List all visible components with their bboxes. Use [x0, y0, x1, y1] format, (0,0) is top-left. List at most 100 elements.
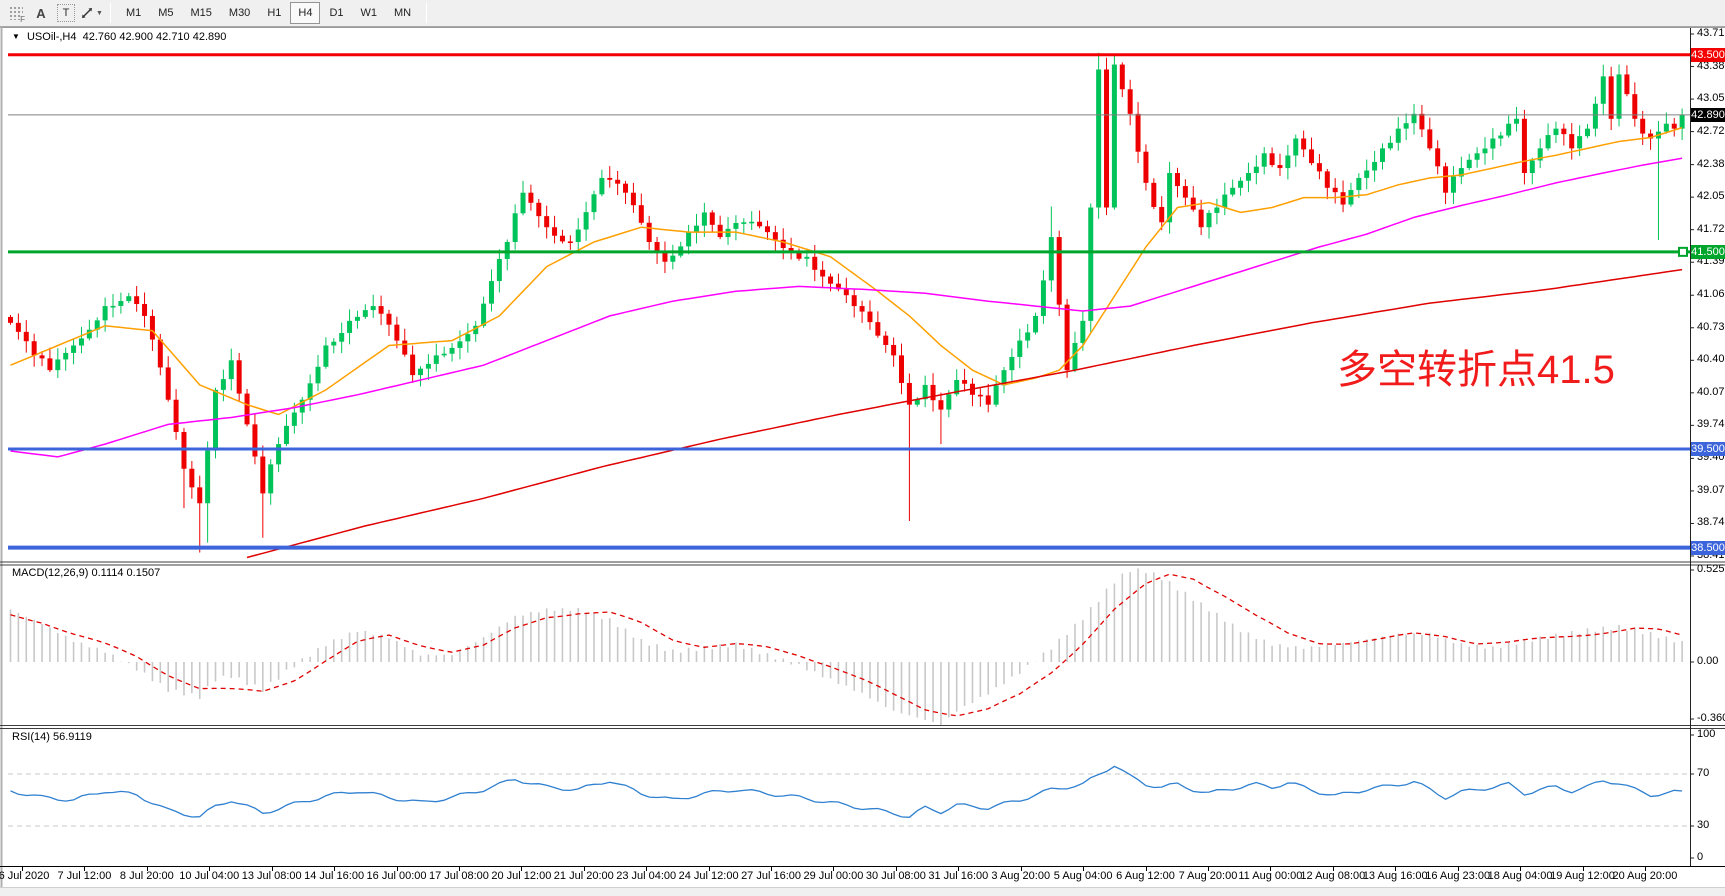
annotation-text: 多空转折点41.5: [1337, 348, 1615, 392]
axis-tick-label: 38.745: [1697, 516, 1725, 529]
candle-body: [1427, 129, 1433, 149]
candle-body: [315, 366, 321, 384]
candle-body: [1104, 69, 1110, 208]
candle-body: [1285, 155, 1291, 169]
candle-body: [1624, 74, 1630, 95]
time-axis-label: 6 Jul 2020: [0, 870, 50, 882]
candle-body: [339, 332, 345, 342]
candle-body: [1040, 280, 1046, 316]
time-axis-label: 27 Jul 16:00: [741, 870, 801, 882]
candle-body: [1088, 207, 1094, 321]
candle-body: [1261, 153, 1267, 167]
candle-body: [709, 212, 715, 225]
candle-body: [567, 241, 573, 244]
timeframe-button-m30[interactable]: M30: [228, 7, 251, 19]
cursor-arrows-icon[interactable]: ▼: [80, 2, 103, 24]
candle-body: [1474, 153, 1480, 160]
candle-body: [433, 355, 439, 364]
candle-body: [1608, 76, 1614, 119]
toolbar-grip-icon[interactable]: F: [5, 2, 27, 24]
candle-body: [1482, 148, 1488, 154]
ma-mid-magenta: [10, 157, 1683, 458]
time-axis-label: 13 Aug 16:00: [1362, 870, 1428, 882]
axis-tick-label: 40.070: [1697, 385, 1725, 398]
timeframe-button-h1[interactable]: H1: [267, 7, 282, 19]
candle-body: [615, 179, 621, 184]
candle-body: [1159, 206, 1165, 223]
candle-body: [307, 383, 313, 400]
time-tick: [458, 867, 460, 871]
axis-tick-label: 40.730: [1697, 320, 1725, 333]
candle-body: [693, 225, 699, 233]
axis-tick-label: 100: [1697, 728, 1716, 740]
time-tick: [1457, 867, 1459, 871]
candle-body: [1135, 113, 1141, 152]
candle-body: [1348, 190, 1354, 205]
candle-body: [220, 379, 226, 390]
candle-body: [252, 424, 258, 457]
candle-body: [607, 177, 613, 180]
time-tick: [708, 867, 710, 871]
candle-body: [1222, 194, 1228, 208]
time-axis-label: 19 Aug 12:00: [1550, 870, 1615, 882]
candle-body: [94, 320, 100, 330]
candle-body: [867, 311, 873, 323]
candle-body: [701, 212, 707, 226]
candle-body: [1364, 170, 1370, 178]
timeframe-button-w1[interactable]: W1: [360, 7, 378, 19]
timeframe-button-mn[interactable]: MN: [394, 7, 412, 19]
candle-body: [1506, 123, 1512, 136]
candle-body: [402, 340, 408, 355]
candle-body: [473, 325, 479, 335]
dropdown-caret-icon[interactable]: ▼: [96, 9, 103, 17]
candle-body: [520, 192, 526, 214]
axis-tick-label: 39.075: [1697, 483, 1725, 496]
candle-body: [544, 216, 550, 228]
candle-body: [883, 335, 889, 345]
candle-body: [599, 177, 605, 195]
axis-tick-label: 0: [1697, 851, 1704, 863]
candle-body: [1309, 149, 1315, 164]
timeframe-button-m1[interactable]: M1: [125, 7, 142, 19]
axis-tick-label: 0.5257: [1697, 563, 1725, 575]
candle-body: [323, 345, 329, 367]
timeframe-button-d1[interactable]: D1: [329, 7, 344, 19]
candle-body: [899, 355, 905, 383]
time-axis-label: 20 Aug 20:00: [1612, 870, 1678, 882]
candle-body: [1064, 304, 1070, 371]
candle-body: [780, 239, 786, 248]
candle-body: [764, 226, 770, 233]
candle-body: [1230, 187, 1236, 195]
candle-body: [39, 355, 45, 359]
candle-body: [228, 360, 234, 380]
time-axis-label: 12 Aug 08:00: [1300, 870, 1366, 882]
candle-body: [1514, 118, 1520, 124]
macd-signal-line: [10, 573, 1683, 717]
timeframe-button-m5[interactable]: M5: [158, 7, 174, 19]
time-axis-label: 24 Jul 12:00: [678, 870, 739, 882]
candle-body: [559, 235, 565, 242]
candle-body: [1529, 160, 1535, 173]
candle-body: [1640, 118, 1646, 134]
candle-body: [496, 258, 502, 282]
time-axis-label: 18 Aug 04:00: [1487, 870, 1553, 882]
text-label-tool-icon[interactable]: A: [36, 5, 46, 21]
candle-body: [954, 380, 960, 395]
time-tick: [1270, 867, 1272, 871]
time-tick: [1083, 867, 1085, 871]
candle-body: [63, 352, 69, 360]
candle-body: [630, 192, 636, 206]
candle-body: [1395, 128, 1401, 143]
candle-body: [386, 313, 392, 325]
time-axis-label: 21 Jul 20:00: [553, 870, 614, 882]
candle-body: [149, 315, 155, 340]
candle-body: [536, 202, 542, 217]
text-box-tool-icon[interactable]: T: [55, 2, 77, 24]
time-axis-label: 30 Jul 08:00: [865, 870, 926, 882]
timeframe-button-m15[interactable]: M15: [190, 7, 212, 19]
candle-body: [993, 385, 999, 405]
timeframe-button-h4[interactable]: H4: [290, 2, 321, 24]
axis-tick-label: 70: [1697, 767, 1710, 779]
collapse-triangle-icon[interactable]: ▼: [12, 32, 20, 41]
